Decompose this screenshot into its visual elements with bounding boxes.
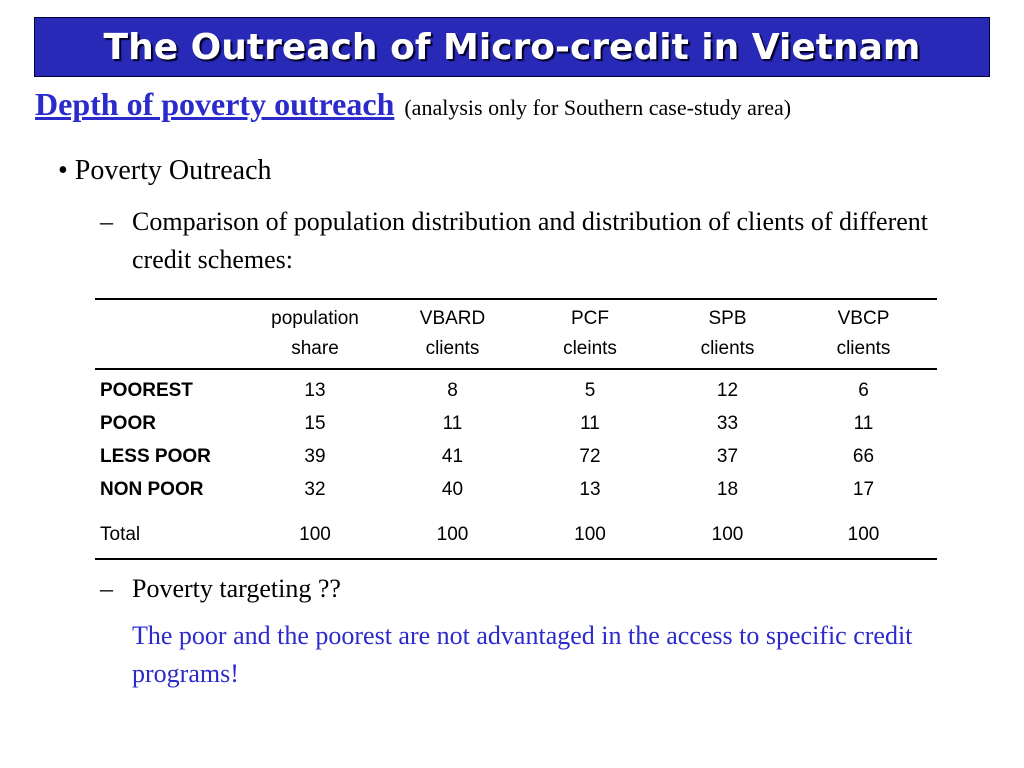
table-cell: 32	[304, 478, 326, 500]
table-cell: 100	[574, 524, 606, 545]
table-cell: 11	[442, 412, 463, 434]
row-label: NON POOR	[100, 478, 204, 500]
header-vbard-clients: VBARD clients	[390, 299, 515, 370]
header-empty	[95, 299, 240, 370]
table-cell: 39	[304, 445, 326, 467]
table-cell: 12	[716, 379, 739, 401]
bullet-poverty-outreach: • Poverty Outreach	[58, 155, 272, 186]
table-cell: 13	[304, 379, 326, 401]
targeting-item: – Poverty targeting ??	[100, 570, 500, 610]
outreach-table: population share VBARD clients PCF cleints …	[95, 298, 937, 560]
subtitle-note: (analysis only for Southern case-study a…	[404, 95, 792, 120]
table-cell: 100	[436, 524, 469, 545]
dash-marker: –	[100, 207, 113, 236]
table-cell: 66	[852, 445, 875, 467]
subtitle: Depth of poverty outreach (analysis only…	[35, 86, 1015, 123]
conclusion-text: The poor and the poorest are not advanta…	[132, 621, 913, 688]
table-cell: 6	[858, 379, 869, 401]
header-population-share: population share	[240, 299, 390, 370]
row-label: LESS POOR	[100, 445, 211, 467]
table-cell: 5	[584, 379, 596, 401]
table-cell: 17	[852, 478, 875, 500]
table-cell: 72	[579, 445, 601, 467]
table-row: POOREST 13 8 5 12 6	[95, 369, 937, 407]
table-cell: 100	[711, 524, 744, 545]
table-cell: 41	[441, 445, 464, 467]
table-cell: 40	[441, 478, 464, 500]
row-label: POOR	[100, 412, 156, 434]
header-vbcp-clients: VBCP clients	[790, 299, 937, 370]
slide-title: The Outreach of Micro-credit in Vietnam	[103, 26, 921, 68]
table-row: POOR 15 11 11 33 11	[95, 407, 937, 440]
row-label: POOREST	[100, 379, 193, 401]
total-label: Total	[100, 524, 141, 545]
table-cell: 33	[716, 412, 739, 434]
table-cell: 13	[579, 478, 601, 500]
targeting-text: Poverty targeting ??	[132, 574, 341, 603]
title-bar: The Outreach of Micro-credit in Vietnam	[34, 17, 990, 77]
table-cell: 8	[447, 379, 458, 401]
table-header-row: population share VBARD clients PCF cleints …	[95, 299, 937, 370]
table-row: NON POOR 32 40 13 18 17	[95, 473, 937, 506]
header-spb-clients: SPB clients	[665, 299, 790, 370]
header-pcf-cleints: PCF cleints	[515, 299, 665, 370]
table-cell: 100	[299, 524, 331, 545]
subtitle-main: Depth of poverty outreach	[35, 86, 395, 122]
table-cell: 37	[716, 445, 739, 467]
table-cell: 11	[580, 412, 600, 434]
table-cell: 15	[304, 412, 326, 434]
table-row: LESS POOR 39 41 72 37 66	[95, 440, 937, 473]
dash-marker: –	[100, 574, 113, 603]
table-cell: 18	[716, 478, 739, 500]
comparison-item: – Comparison of population distribution …	[100, 203, 1000, 283]
comparison-text: Comparison of population distribution an…	[132, 207, 929, 274]
table-total-row: Total 100 100 100 100 100	[95, 506, 937, 559]
table-cell: 100	[847, 524, 880, 545]
table-cell: 11	[853, 412, 874, 434]
